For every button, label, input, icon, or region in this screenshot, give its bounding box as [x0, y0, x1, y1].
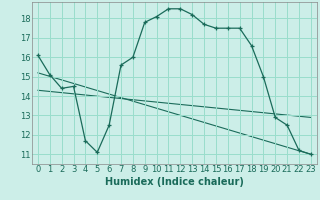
X-axis label: Humidex (Indice chaleur): Humidex (Indice chaleur)	[105, 177, 244, 187]
